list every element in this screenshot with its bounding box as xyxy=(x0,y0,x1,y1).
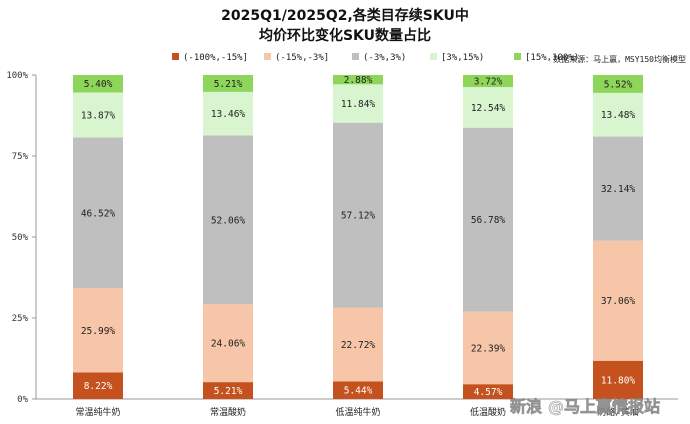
bar-segment xyxy=(593,92,643,137)
bar-stack: 4.57% 22.39% 56.78% 12.54% 3.72% xyxy=(463,75,513,399)
bar-segment xyxy=(73,92,123,138)
data-label: 22.72% xyxy=(341,340,376,351)
bar-segment xyxy=(203,91,253,136)
data-label: 5.21% xyxy=(214,386,243,397)
bar-segment xyxy=(203,135,253,305)
y-tick-label: 0% xyxy=(17,395,28,405)
data-label: 11.84% xyxy=(341,99,376,110)
data-label: 22.39% xyxy=(471,343,506,354)
bar-segment xyxy=(593,75,643,93)
bar-stack: 11.80% 37.06% 32.14% 13.48% 5.52% xyxy=(593,75,643,399)
bar-segment xyxy=(593,240,643,361)
data-label: 13.48% xyxy=(601,110,636,121)
data-label: 4.57% xyxy=(474,387,503,398)
category-labels: 常温纯牛奶 常温酸奶 低温纯牛奶 低温酸奶 奶酪/黄油 xyxy=(75,406,638,418)
data-label: 25.99% xyxy=(81,326,116,337)
legend-entry: [3%,15%) xyxy=(441,53,484,63)
bar-segment xyxy=(203,382,253,399)
legend-swatch xyxy=(352,53,359,60)
legend: (-100%,-15%] (-15%,-3%] (-3%,3%) [3%,15%) [1… xyxy=(172,53,579,63)
legend-entry: (-100%,-15%] xyxy=(183,53,248,63)
y-tick-label: 25% xyxy=(12,314,29,324)
bar-segment xyxy=(203,75,253,92)
legend-swatch xyxy=(430,53,437,60)
bar-segment xyxy=(333,307,383,382)
data-label: 32.14% xyxy=(601,184,636,195)
y-tick-label: 100% xyxy=(6,71,28,81)
data-label: 13.46% xyxy=(211,109,246,120)
data-label: 12.54% xyxy=(471,103,506,114)
bar-segment xyxy=(333,75,383,85)
data-label: 57.12% xyxy=(341,211,376,222)
legend-entry: [15%,100%) xyxy=(525,53,579,63)
legend-swatch xyxy=(264,53,271,60)
bar-segment xyxy=(463,127,513,312)
bar-segment xyxy=(73,288,123,373)
bar-segment xyxy=(73,137,123,289)
data-label: 56.78% xyxy=(471,215,506,226)
legend-swatch xyxy=(172,53,179,60)
legend-entry: (-15%,-3%] xyxy=(275,53,329,63)
chart-title-line-2: 均价环比变化SKU数量占比 xyxy=(259,27,431,44)
bars: 8.22%25.99%46.52%13.87%5.40%5.21%24.06%5… xyxy=(73,75,643,399)
data-label: 13.87% xyxy=(81,110,116,121)
x-tick-label: 低温酸奶 xyxy=(470,406,506,418)
chart-title-line-1: 2025Q1/2025Q2,各类目存续SKU中 xyxy=(221,7,469,24)
y-tick-label: 50% xyxy=(12,233,29,243)
bar-segment xyxy=(463,311,513,385)
bar-segment xyxy=(333,381,383,399)
bar-segment xyxy=(463,75,513,88)
x-tick-label: 常温酸奶 xyxy=(210,406,246,418)
watermark: 新浪 @马上赢情报站 xyxy=(510,397,661,417)
data-label: 5.21% xyxy=(214,79,243,90)
bar-segment xyxy=(203,304,253,383)
data-label: 5.52% xyxy=(604,79,633,90)
data-label: 8.22% xyxy=(84,381,113,392)
bar-segment xyxy=(593,360,643,399)
bar-segment xyxy=(593,136,643,241)
bar-segment xyxy=(73,372,123,399)
bar-segment xyxy=(333,84,383,123)
data-source-note: 数据来源：马上赢，MSY150均衡模型 xyxy=(553,54,686,64)
watermark-handle: @马上赢情报站 xyxy=(548,397,660,416)
data-label: 11.80% xyxy=(601,375,636,386)
legend-entry: (-3%,3%) xyxy=(363,53,406,63)
bar-stack: 5.44% 22.72% 57.12% 11.84% 2.88% xyxy=(333,75,383,399)
data-label: 52.06% xyxy=(211,215,246,226)
watermark-brand: 新浪 xyxy=(510,397,542,416)
x-tick-label: 低温纯牛奶 xyxy=(335,406,380,418)
data-label: 37.06% xyxy=(601,296,636,307)
bar-segment xyxy=(463,384,513,399)
data-label: 46.52% xyxy=(81,208,116,219)
bar-stack: 8.22% 25.99% 46.52% 13.87% 5.40% xyxy=(73,75,123,399)
bar-segment xyxy=(463,87,513,128)
bar-stack: 5.21% 24.06% 52.06% 13.46% 5.21% xyxy=(203,75,253,399)
x-tick-label: 奶酪/黄油 xyxy=(597,406,638,418)
legend-swatch xyxy=(514,53,521,60)
data-label: 2.88% xyxy=(344,75,373,86)
data-label: 3.72% xyxy=(474,77,503,88)
data-label: 5.44% xyxy=(344,386,373,397)
bar-segment xyxy=(73,75,123,93)
y-tick-label: 75% xyxy=(12,152,29,162)
bar-segment xyxy=(333,122,383,308)
data-label: 5.40% xyxy=(84,79,113,90)
x-tick-label: 常温纯牛奶 xyxy=(75,406,120,418)
data-label: 24.06% xyxy=(211,339,246,350)
